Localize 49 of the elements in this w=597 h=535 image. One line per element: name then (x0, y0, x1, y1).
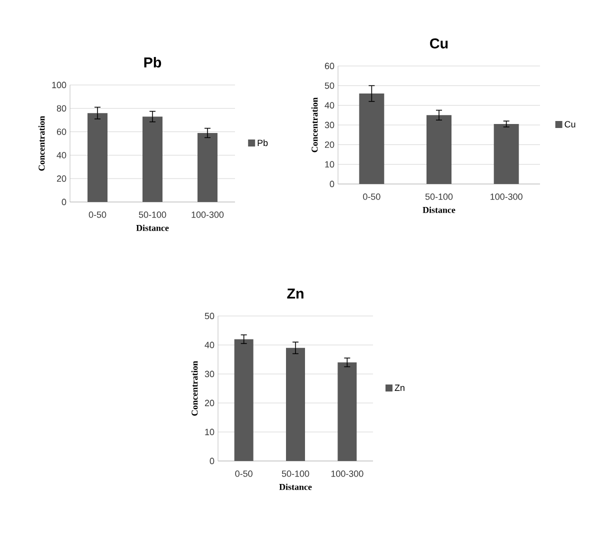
y-tick-label: 30 (204, 370, 214, 378)
bar (359, 94, 384, 184)
y-tick-label: 60 (324, 62, 334, 70)
y-axis-title: Concentration (311, 97, 318, 152)
bar (286, 348, 306, 461)
legend-label: Pb (258, 139, 268, 146)
legend-label: Zn (394, 384, 404, 391)
bar (88, 113, 108, 202)
y-tick-label: 0 (210, 458, 214, 464)
x-tick-label: 0-50 (88, 212, 106, 218)
bar (142, 116, 163, 202)
chart-title: Cu (430, 38, 448, 48)
x-tick-label: 100-300 (331, 470, 364, 477)
y-tick-label: 20 (56, 175, 66, 182)
x-axis-title: Distance (279, 484, 312, 490)
x-tick-label: 0-50 (235, 470, 252, 477)
bar (198, 132, 218, 202)
x-tick-label: 0-50 (363, 194, 380, 200)
y-tick-label: 40 (56, 152, 66, 158)
x-tick-label: 50-100 (425, 194, 453, 200)
x-tick-label: 100-300 (192, 212, 224, 218)
y-axis-title: Concentration (191, 360, 198, 416)
bar (494, 124, 519, 184)
x-axis-title: Distance (422, 206, 456, 214)
y-tick-label: 20 (204, 400, 214, 406)
y-tick-label: 50 (324, 82, 334, 89)
bar (234, 339, 254, 461)
legend-label: Cu (564, 121, 576, 128)
bar (426, 115, 452, 184)
chart-title: Zn (287, 288, 304, 298)
y-tick-label: 10 (205, 428, 214, 436)
y-tick-label: 50 (204, 312, 214, 320)
y-axis-title: Concentration (38, 116, 45, 171)
x-tick-label: 50-100 (282, 470, 310, 477)
y-tick-label: 0 (62, 198, 66, 206)
x-tick-label: 50-100 (138, 212, 166, 218)
y-tick-label: 20 (324, 141, 334, 148)
chart-title: Pb (144, 56, 162, 68)
x-tick-label: 100-300 (490, 194, 522, 200)
x-axis-title: Distance (136, 224, 169, 232)
y-tick-label: 60 (56, 128, 66, 135)
bar (338, 362, 357, 461)
y-tick-label: 10 (325, 161, 334, 168)
y-tick-label: 30 (324, 122, 334, 128)
y-tick-label: 0 (330, 180, 334, 188)
y-tick-label: 40 (324, 102, 334, 108)
y-tick-label: 80 (56, 105, 66, 112)
y-tick-label: 100 (52, 82, 66, 88)
y-tick-label: 40 (204, 342, 214, 348)
